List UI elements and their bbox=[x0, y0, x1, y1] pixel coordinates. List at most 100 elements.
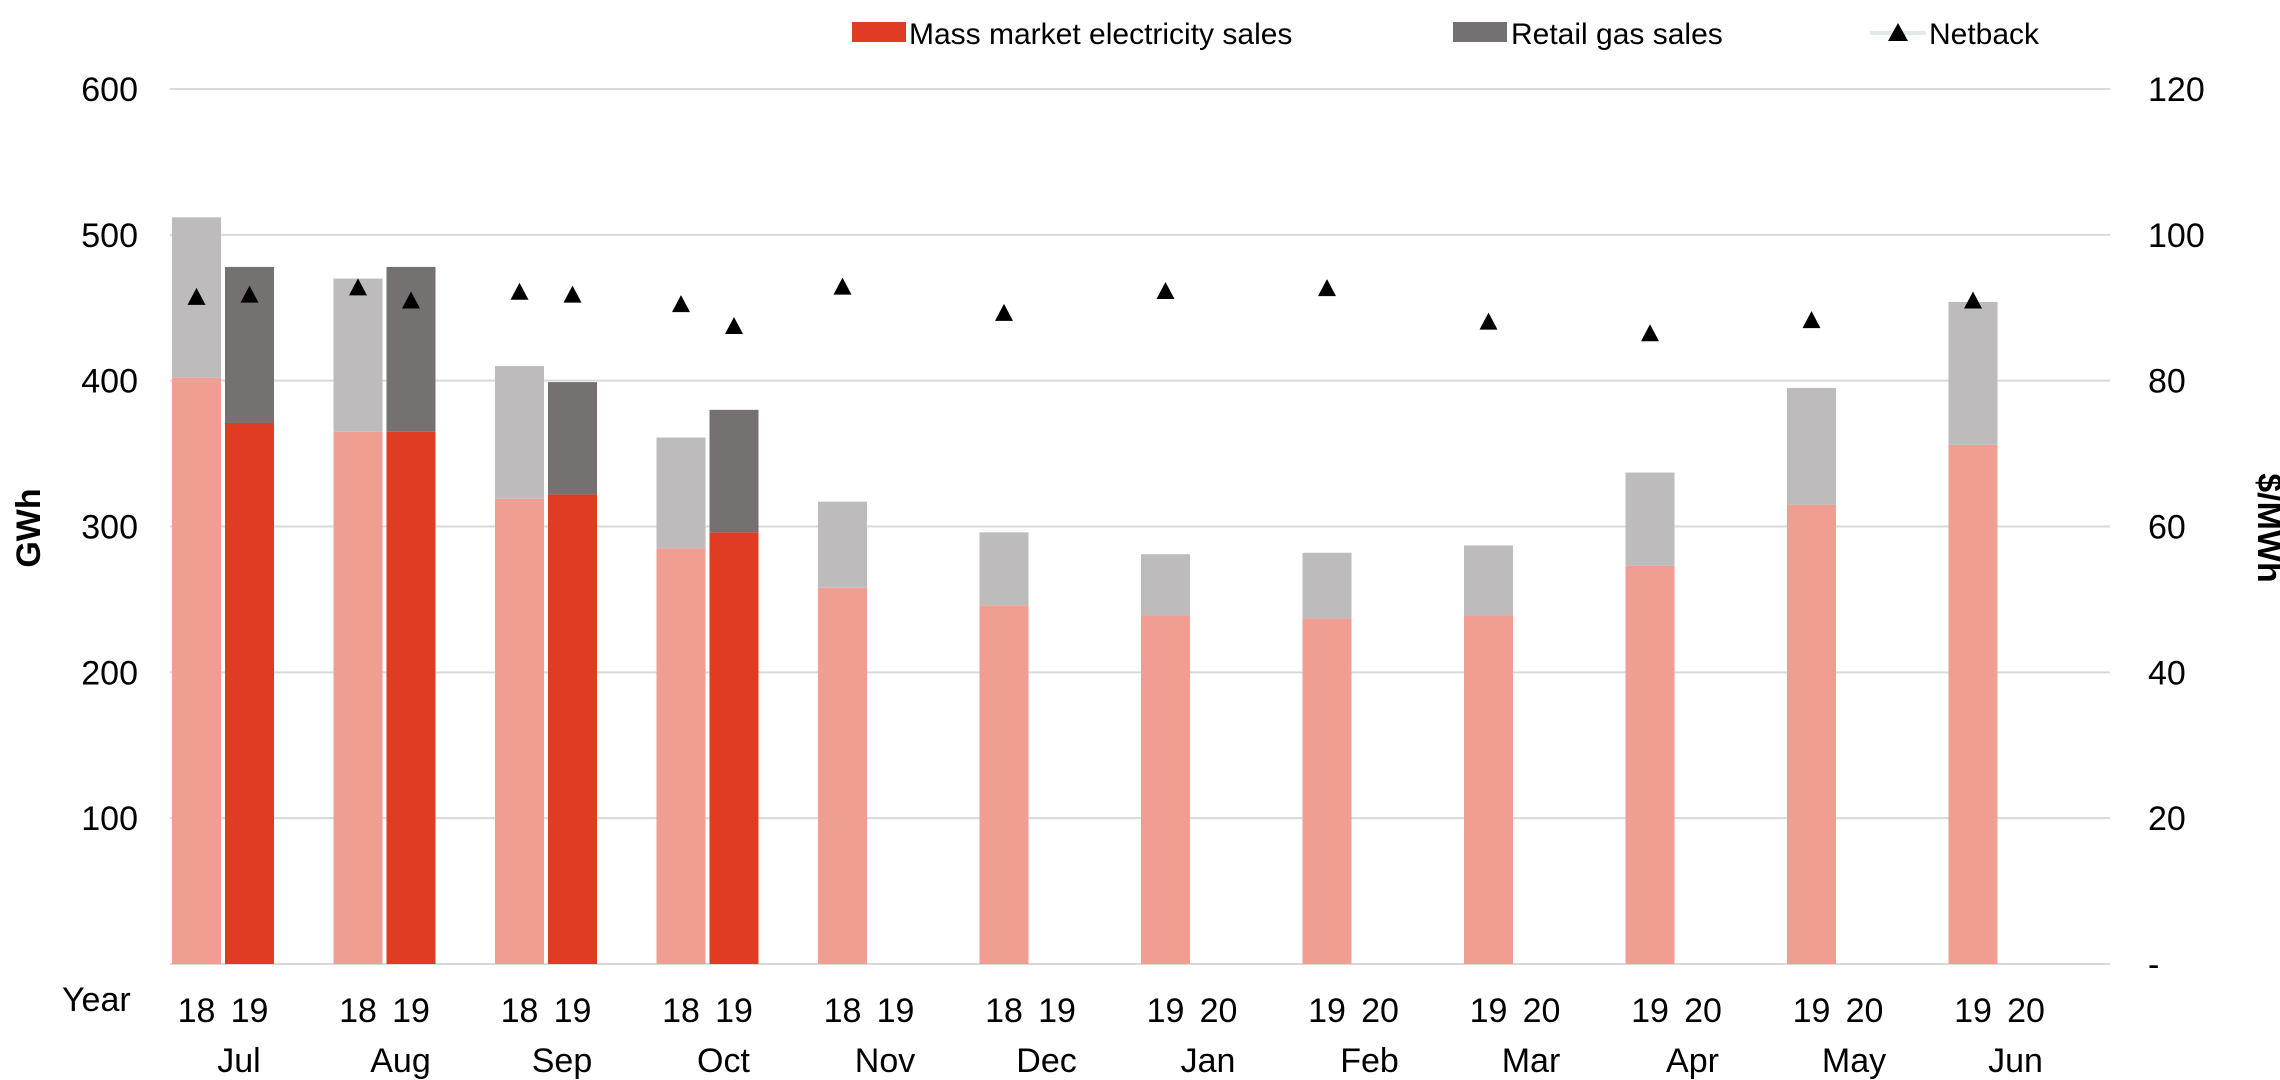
year-tick-label: 18 bbox=[178, 992, 216, 1030]
month-tick-label: Dec bbox=[1016, 1042, 1076, 1080]
current-year-electricity-bar bbox=[225, 422, 274, 964]
year-tick-label: 19 bbox=[715, 992, 753, 1030]
prior-year-electricity-bar bbox=[1948, 444, 1998, 964]
netback-marker bbox=[240, 285, 259, 303]
current-year-gas-bar bbox=[709, 409, 759, 533]
y-tick-label: 200 bbox=[81, 654, 138, 692]
netback-marker bbox=[1641, 324, 1659, 342]
y-axis-title: GWh bbox=[10, 488, 48, 567]
prior-year-electricity-bar bbox=[172, 377, 221, 964]
month-tick-label: Aug bbox=[370, 1042, 431, 1080]
netback-marker bbox=[833, 277, 852, 295]
y2-axis-title: $/MWh bbox=[2250, 473, 2280, 583]
legend-label: Retail gas sales bbox=[1511, 18, 1723, 51]
prior-year-electricity-bar bbox=[1302, 618, 1352, 964]
netback-marker bbox=[187, 287, 206, 305]
netback-marker bbox=[995, 303, 1013, 321]
prior-year-electricity-bar bbox=[495, 498, 544, 964]
prior-year-electricity-bar bbox=[333, 431, 383, 964]
month-tick-label: Apr bbox=[1666, 1042, 1719, 1080]
prior-year-electricity-bar bbox=[818, 587, 867, 964]
prior-year-electricity-bar bbox=[1625, 565, 1675, 964]
month-tick-label: Jun bbox=[1988, 1042, 2043, 1080]
prior-year-gas-bar bbox=[979, 532, 1029, 606]
y2-tick-label: 20 bbox=[2148, 800, 2186, 838]
netback-marker bbox=[402, 291, 420, 309]
year-tick-label: 18 bbox=[501, 992, 539, 1030]
current-year-electricity-bar bbox=[709, 532, 759, 964]
month-tick-label: Mar bbox=[1502, 1042, 1561, 1080]
y2-tick-label: 80 bbox=[2148, 363, 2186, 401]
prior-year-gas-bar bbox=[1141, 554, 1190, 616]
month-tick-label: Feb bbox=[1340, 1042, 1399, 1080]
year-tick-label: 19 bbox=[1147, 992, 1185, 1030]
prior-year-gas-bar bbox=[1948, 301, 1998, 445]
prior-year-gas-bar bbox=[818, 501, 867, 588]
netback-marker bbox=[1156, 281, 1175, 299]
netback-marker bbox=[1479, 312, 1498, 330]
year-tick-label: 18 bbox=[824, 992, 862, 1030]
y-tick-label: 300 bbox=[81, 509, 138, 547]
y-tick-label: 600 bbox=[81, 71, 138, 109]
y2-tick-label: - bbox=[2148, 946, 2159, 984]
y2-tick-label: 60 bbox=[2148, 509, 2186, 547]
year-tick-label: 20 bbox=[1361, 992, 1399, 1030]
netback-marker bbox=[672, 295, 690, 313]
prior-year-gas-bar bbox=[333, 278, 383, 432]
netback-marker bbox=[725, 316, 743, 334]
legend-swatch bbox=[852, 22, 906, 42]
month-tick-label: Jan bbox=[1181, 1042, 1236, 1080]
prior-year-electricity-bar bbox=[656, 548, 706, 964]
prior-year-electricity-bar bbox=[1464, 615, 1513, 964]
legend-swatch bbox=[1453, 22, 1507, 42]
year-tick-label: 19 bbox=[1038, 992, 1076, 1030]
y2-tick-label: 120 bbox=[2148, 71, 2205, 109]
y-tick-label: 100 bbox=[81, 800, 138, 838]
y-tick-label: 400 bbox=[81, 363, 138, 401]
prior-year-electricity-bar bbox=[979, 605, 1029, 964]
prior-year-gas-bar bbox=[1625, 472, 1675, 566]
year-tick-label: 19 bbox=[554, 992, 592, 1030]
x-axis-year-label: Year bbox=[62, 981, 131, 1019]
netback-marker bbox=[349, 278, 367, 296]
legend-label: Netback bbox=[1929, 18, 2040, 51]
netback-markers bbox=[187, 277, 1982, 342]
month-tick-label: Jul bbox=[217, 1042, 260, 1080]
year-tick-label: 20 bbox=[1200, 992, 1238, 1030]
year-tick-label: 18 bbox=[985, 992, 1023, 1030]
y2-tick-label: 100 bbox=[2148, 217, 2205, 255]
current-year-electricity-bar bbox=[548, 494, 597, 964]
axes: GWh $/MWh Year 100 200 300 400 500 600 - 20 40 60… bbox=[10, 71, 2280, 1080]
netback-marker bbox=[1802, 311, 1821, 329]
y-tick-label: 500 bbox=[81, 217, 138, 255]
month-tick-label: Nov bbox=[855, 1042, 915, 1080]
year-tick-label: 19 bbox=[1793, 992, 1831, 1030]
prior-year-gas-bar bbox=[495, 366, 544, 499]
netback-marker bbox=[1318, 279, 1336, 297]
y2-tick-label: 40 bbox=[2148, 654, 2186, 692]
year-tick-label: 19 bbox=[1470, 992, 1508, 1030]
month-tick-label: Oct bbox=[697, 1042, 750, 1080]
prior-year-electricity-bar bbox=[1787, 504, 1836, 964]
current-year-electricity-bar bbox=[386, 431, 436, 964]
year-tick-label: 19 bbox=[231, 992, 269, 1030]
netback-marker bbox=[510, 282, 529, 300]
netback-marker bbox=[563, 285, 582, 303]
netback-marker bbox=[1964, 291, 1982, 309]
year-tick-label: 19 bbox=[1631, 992, 1669, 1030]
legend-label: Mass market electricity sales bbox=[909, 18, 1292, 51]
prior-year-gas-bar bbox=[656, 437, 706, 549]
year-tick-label: 18 bbox=[662, 992, 700, 1030]
legend: Mass market electricity sales Retail gas … bbox=[852, 18, 2040, 51]
prior-year-electricity-bar bbox=[1141, 615, 1190, 964]
prior-year-gas-bar bbox=[1464, 545, 1513, 616]
year-tick-label: 19 bbox=[392, 992, 430, 1030]
bars bbox=[172, 217, 1998, 964]
year-tick-label: 18 bbox=[339, 992, 377, 1030]
prior-year-gas-bar bbox=[1787, 387, 1836, 505]
year-tick-label: 20 bbox=[2007, 992, 2045, 1030]
gridlines bbox=[170, 88, 2110, 965]
year-tick-label: 19 bbox=[1954, 992, 1992, 1030]
year-tick-label: 20 bbox=[1523, 992, 1561, 1030]
